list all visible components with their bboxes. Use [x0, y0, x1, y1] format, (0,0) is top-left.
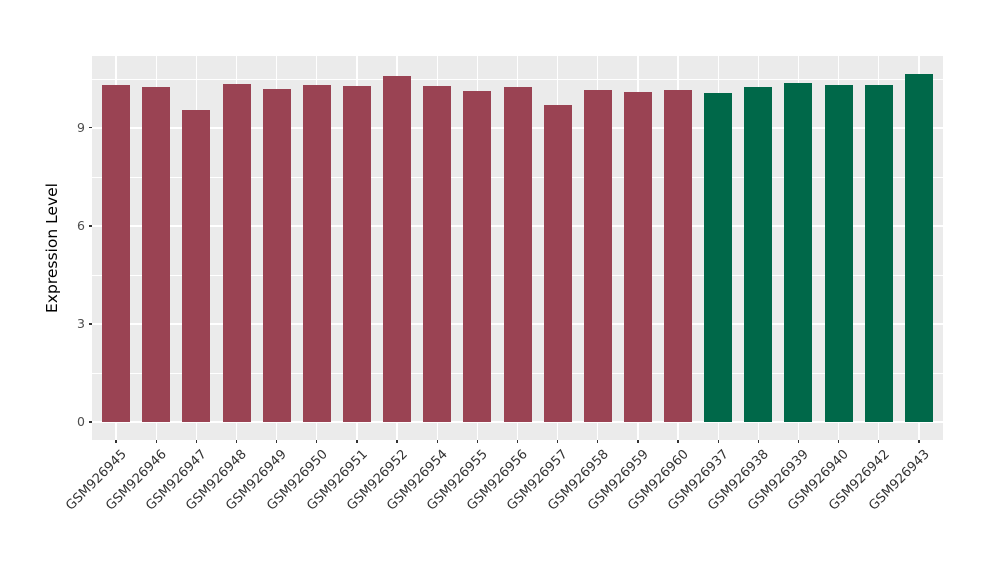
plot-panel: [92, 56, 943, 440]
bar-GSM926947: [182, 109, 211, 423]
x-tick-mark: [677, 440, 679, 443]
x-tick-mark: [597, 440, 599, 443]
y-tick-mark: [89, 421, 92, 423]
y-tick-label: 9: [77, 119, 85, 135]
bar-GSM926954: [423, 86, 452, 423]
bar-GSM926951: [342, 86, 371, 423]
y-tick-label: 6: [77, 217, 85, 233]
bar-GSM926937: [704, 92, 733, 423]
x-tick-mark: [557, 440, 559, 443]
x-tick-mark: [757, 440, 759, 443]
bar-GSM926940: [824, 85, 853, 423]
x-tick-mark: [637, 440, 639, 443]
bar-GSM926957: [543, 104, 572, 423]
bar-GSM926945: [102, 85, 131, 423]
y-tick-label: 3: [77, 315, 85, 331]
bar-GSM926946: [142, 87, 171, 422]
x-tick-mark: [516, 440, 519, 443]
x-tick-mark: [235, 440, 238, 443]
bar-GSM926958: [583, 89, 612, 423]
y-tick-label: 0: [77, 414, 85, 430]
bar-GSM926949: [262, 89, 291, 423]
y-tick-mark: [89, 127, 92, 129]
bar-GSM926950: [302, 85, 331, 423]
bar-GSM926960: [664, 90, 693, 423]
bar-GSM926959: [623, 92, 652, 422]
x-tick-mark: [476, 440, 478, 443]
x-tick-mark: [276, 440, 278, 443]
bar-GSM926952: [383, 76, 412, 422]
bar-GSM926942: [864, 85, 893, 423]
y-tick-mark: [89, 323, 92, 325]
bar-GSM926956: [503, 87, 532, 422]
x-tick-mark: [316, 440, 318, 443]
x-tick-mark: [717, 440, 719, 443]
bar-GSM926938: [744, 87, 773, 422]
x-tick-mark: [797, 440, 800, 443]
bar-GSM926955: [463, 91, 492, 422]
x-tick-mark: [918, 440, 920, 443]
bar-GSM926948: [222, 84, 251, 422]
x-tick-mark: [115, 440, 117, 443]
bar-GSM926939: [784, 83, 813, 422]
x-tick-mark: [878, 440, 880, 443]
x-tick-mark: [356, 440, 358, 443]
x-tick-mark: [195, 440, 197, 443]
x-tick-mark: [838, 440, 840, 443]
x-tick-mark: [155, 440, 157, 443]
bar-GSM926943: [904, 74, 933, 423]
x-tick-mark: [396, 440, 398, 443]
x-tick-mark: [436, 440, 438, 443]
y-tick-mark: [89, 225, 92, 227]
